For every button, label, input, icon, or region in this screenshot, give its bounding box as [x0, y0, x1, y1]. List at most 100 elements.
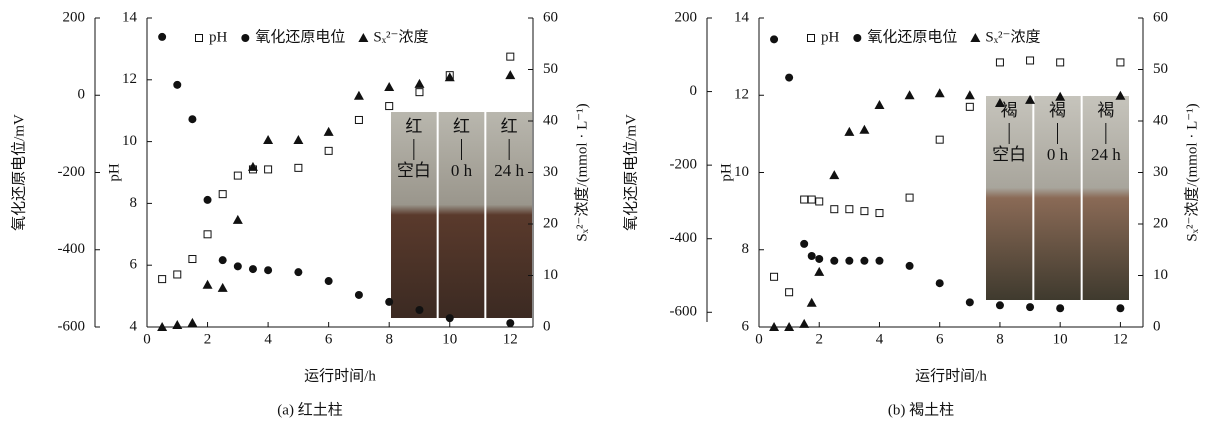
square-marker [808, 35, 815, 42]
y2-axis-label: Sₓ²⁻浓度/(mmol · L⁻¹) [573, 103, 590, 241]
y-axis-label: pH [718, 163, 734, 182]
triangle-marker [807, 298, 817, 307]
triangle-marker [874, 100, 884, 109]
square-marker [1117, 59, 1124, 66]
circle-marker [966, 298, 974, 306]
inset-label: 0 h [1047, 145, 1069, 164]
y-tick-label: 8 [742, 241, 750, 257]
square-marker [219, 191, 226, 198]
square-marker [786, 289, 793, 296]
circle-marker [770, 35, 778, 43]
inset-label: 褐 [1049, 101, 1066, 120]
y2-tick-label: 40 [1153, 112, 1168, 128]
circle-marker [1116, 304, 1124, 312]
y-tick-label: 10 [734, 164, 749, 180]
y3-tick-label: -400 [670, 230, 698, 246]
inset-label: 红 [453, 117, 470, 136]
circle-marker [173, 81, 181, 89]
y-tick-label: 6 [742, 318, 750, 334]
circle-marker [415, 306, 423, 314]
square-marker [174, 271, 181, 278]
legend-label: 氧化还原电位 [255, 28, 345, 45]
triangle-marker [799, 319, 809, 328]
circle-marker [188, 115, 196, 123]
triangle-marker [263, 135, 273, 144]
square-marker [204, 231, 211, 238]
triangle-marker [905, 90, 915, 99]
circle-marker [219, 256, 227, 264]
y2-tick-label: 60 [543, 9, 558, 25]
circle-marker [1026, 303, 1034, 311]
y-tick-label: 6 [130, 257, 138, 273]
square-marker [846, 206, 853, 213]
inset-label: 红 [405, 117, 422, 136]
triangle-marker [965, 90, 975, 99]
square-marker [1057, 59, 1064, 66]
square-marker [234, 172, 241, 179]
y2-tick-label: 40 [543, 112, 558, 128]
y2-tick-label: 20 [543, 215, 558, 231]
triangle-marker [814, 267, 824, 276]
circle-marker [830, 257, 838, 265]
triangle-marker [203, 280, 213, 289]
y2-tick-label: 0 [1153, 318, 1161, 334]
circle-marker [785, 74, 793, 82]
y3-tick-label: 0 [78, 87, 86, 103]
circle-marker [875, 257, 883, 265]
inset-label: 空白 [397, 161, 431, 180]
circle-marker [249, 265, 257, 273]
x-tick-label: 12 [1113, 331, 1128, 347]
x-axis-label: 运行时间/h [915, 367, 987, 384]
triangle-marker [358, 33, 368, 42]
circle-marker [446, 314, 454, 322]
circle-marker [355, 291, 363, 299]
y2-tick-label: 0 [543, 318, 551, 334]
circle-marker [385, 298, 393, 306]
square-marker [265, 166, 272, 173]
y-tick-label: 4 [130, 318, 138, 334]
triangle-marker [187, 318, 197, 327]
x-tick-label: 8 [996, 331, 1004, 347]
triangle-marker [829, 170, 839, 179]
x-tick-label: 2 [204, 331, 212, 347]
square-marker [936, 136, 943, 143]
triangle-marker [859, 125, 869, 134]
x-tick-label: 6 [936, 331, 944, 347]
x-tick-label: 10 [1053, 331, 1068, 347]
x-tick-label: 12 [503, 331, 518, 347]
legend-label: 氧化还原电位 [867, 28, 957, 45]
y2-axis-label: Sₓ²⁻浓度/(mmol · L⁻¹) [1183, 103, 1200, 241]
square-marker [966, 103, 973, 110]
x-tick-label: 0 [143, 331, 151, 347]
y3-tick-label: 200 [675, 9, 698, 25]
square-marker [816, 198, 823, 205]
caption: (b) 褐土柱 [888, 401, 954, 418]
legend-label: pH [821, 29, 840, 45]
legend-label: pH [209, 29, 228, 45]
square-marker [196, 35, 203, 42]
y-tick-label: 14 [122, 9, 138, 25]
y2-tick-label: 30 [1153, 164, 1168, 180]
y3-tick-label: 200 [63, 9, 86, 25]
inset-label: 24 h [1091, 145, 1121, 164]
triangle-marker [218, 283, 228, 292]
square-marker [808, 196, 815, 203]
triangle-marker [505, 70, 515, 79]
y3-tick-label: -400 [58, 241, 86, 257]
y2-tick-label: 50 [1153, 61, 1168, 77]
inset-label: 0 h [451, 161, 473, 180]
circle-marker [853, 34, 861, 42]
circle-marker [996, 301, 1004, 309]
x-tick-label: 8 [385, 331, 393, 347]
square-marker [861, 208, 868, 215]
x-axis-label: 运行时间/h [304, 367, 376, 384]
y3-axis-label: 氧化还原电位/mV [10, 114, 27, 231]
y-tick-label: 12 [734, 87, 749, 103]
y-tick-label: 12 [122, 71, 137, 87]
y2-tick-label: 30 [543, 164, 558, 180]
circle-marker [800, 240, 808, 248]
circle-marker [204, 196, 212, 204]
circle-marker [234, 262, 242, 270]
triangle-marker [970, 33, 980, 42]
square-marker [831, 206, 838, 213]
